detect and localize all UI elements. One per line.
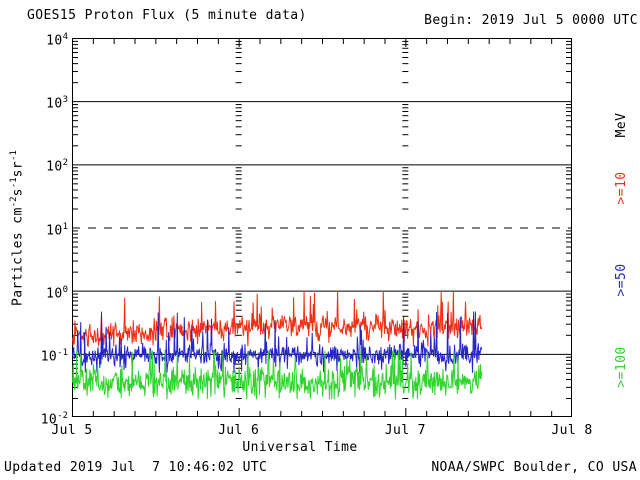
source-attribution: NOAA/SWPC Boulder, CO USA — [431, 460, 637, 475]
flux-series-gege50 — [71, 311, 483, 373]
y-tick-label: 10-1 — [40, 347, 68, 365]
y-tick-label: 100 — [46, 284, 68, 301]
y-axis-label-exponent: -1 — [9, 177, 19, 189]
chart-title: GOES15 Proton Flux (5 minute data) — [27, 8, 307, 23]
energy-channel-label: >=10 — [614, 171, 629, 205]
energy-channel-label: >=50 — [614, 263, 629, 297]
plot-canvas — [71, 38, 572, 417]
y-tick-label: 101 — [46, 221, 68, 238]
y-axis-label-text: s — [10, 188, 26, 197]
y-tick-label: 102 — [46, 158, 68, 175]
x-tick-label: Jul 6 — [218, 423, 260, 438]
y-tick-label: 103 — [46, 95, 68, 112]
begin-timestamp: Begin: 2019 Jul 5 0000 UTC — [424, 13, 638, 28]
y-axis-label-exponent: -1 — [9, 150, 19, 161]
x-axis-title: Universal Time — [242, 440, 358, 455]
flux-series-gege10 — [71, 290, 483, 348]
x-tick-label: Jul 5 — [51, 423, 93, 438]
x-tick-label: Jul 8 — [551, 423, 593, 438]
y-tick-label: 10-2 — [40, 411, 68, 428]
updated-timestamp: Updated 2019 Jul 7 10:46:02 UTC — [4, 460, 268, 475]
y-tick-label: 104 — [46, 32, 68, 49]
y-axis-label-exponent: -2 — [9, 196, 19, 208]
x-tick-label: Jul 7 — [384, 423, 426, 438]
flux-series-gege100 — [71, 350, 483, 400]
plot-area — [71, 38, 572, 417]
energy-channel-label: >=100 — [614, 346, 629, 388]
